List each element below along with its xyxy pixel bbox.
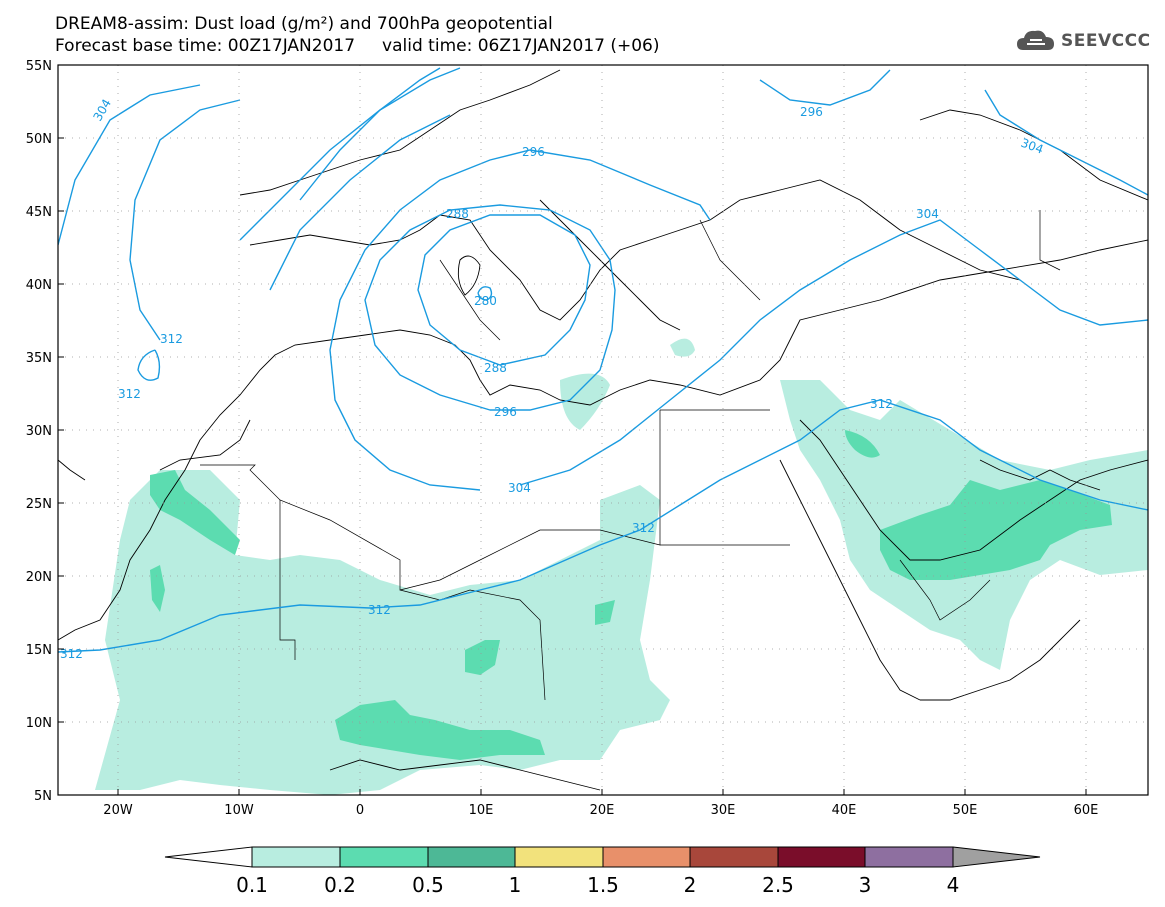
contour-label-312-centre: 312 xyxy=(632,521,655,535)
contour-label-304-east: 304 xyxy=(916,207,939,221)
colorbar-label-4: 4 xyxy=(947,873,960,897)
contour-label-312-sahel: 312 xyxy=(368,603,391,617)
contour-label-312-east: 312 xyxy=(870,397,893,411)
colorbar-swatch-1 xyxy=(514,846,604,868)
seevccc-logo: SEEVCCC xyxy=(1015,26,1150,56)
colorbar-swatch-2 xyxy=(689,846,779,868)
lat-label-40n: 40N xyxy=(26,278,52,293)
colorbar-swatch-1-5 xyxy=(602,846,691,868)
colorbar-label-0-5: 0.5 xyxy=(412,873,444,897)
lon-label-40e: 40E xyxy=(832,803,857,818)
dust-core-mauritania xyxy=(150,470,240,555)
lat-label-15n: 15N xyxy=(26,643,52,658)
geopotential-contours xyxy=(58,67,1148,653)
map-subtitle: Forecast base time: 00Z17JAN2017 valid t… xyxy=(55,36,660,56)
cloud-logo-icon xyxy=(1017,30,1054,50)
colorbar-label-3: 3 xyxy=(859,873,872,897)
colorbar-swatch-0-5 xyxy=(427,846,516,868)
dust-core-chad xyxy=(465,640,500,675)
dust-area-west-africa xyxy=(95,470,670,795)
lon-label-60e: 60E xyxy=(1074,803,1099,818)
colorbar xyxy=(164,846,1041,868)
lat-label-45n: 45N xyxy=(26,205,52,220)
lat-label-25n: 25N xyxy=(26,497,52,512)
dust-core-sudan xyxy=(595,600,615,625)
lon-label-0: 0 xyxy=(356,803,364,818)
lon-label-10e: 10E xyxy=(469,803,494,818)
map-plot-area: 304 296 304 296 288 304 280 312 312 288 … xyxy=(58,65,1148,795)
map-title: DREAM8-assim: Dust load (g/m²) and 700hP… xyxy=(55,14,553,34)
lat-label-5n: 5N xyxy=(34,789,52,804)
contour-label-280: 280 xyxy=(474,294,497,308)
contour-label-288-south: 288 xyxy=(484,361,507,375)
colorbar-over-triangle xyxy=(952,846,1041,868)
colorbar-labels: 0.1 0.2 0.5 1 1.5 2 2.5 3 4 xyxy=(236,873,959,897)
dust-area-crete xyxy=(670,338,695,357)
lat-label-30n: 30N xyxy=(26,424,52,439)
colorbar-swatch-0-2 xyxy=(339,846,429,868)
dust-core-sahel xyxy=(335,700,545,760)
colorbar-swatch-2-5 xyxy=(777,846,866,868)
logo-text: SEEVCCC xyxy=(1061,31,1151,51)
lat-label-10n: 10N xyxy=(26,716,52,731)
colorbar-label-1: 1 xyxy=(509,873,522,897)
contour-label-296-south: 296 xyxy=(494,405,517,419)
longitude-labels: 20W 10W 0 10E 20E 30E 40E 50E 60E xyxy=(103,803,1098,818)
graticule xyxy=(58,65,1148,795)
latitude-labels: 55N 50N 45N 40N 35N 30N 25N 20N 15N 10N … xyxy=(26,59,52,804)
colorbar-swatch-0-1 xyxy=(251,846,341,868)
contour-label-312-west: 312 xyxy=(160,332,183,346)
lat-label-50n: 50N xyxy=(26,132,52,147)
lon-label-20w: 20W xyxy=(103,803,133,818)
colorbar-label-0-2: 0.2 xyxy=(324,873,356,897)
dust-core-arabia xyxy=(880,480,1112,580)
lat-label-20n: 20N xyxy=(26,570,52,585)
coastlines xyxy=(58,69,1148,791)
axis-ticks xyxy=(58,64,1087,796)
country-borders xyxy=(200,210,1061,701)
lon-label-50e: 50E xyxy=(953,803,978,818)
lon-label-10w: 10W xyxy=(224,803,254,818)
colorbar-label-2: 2 xyxy=(684,873,697,897)
dust-field xyxy=(95,338,1148,795)
dust-core-nile xyxy=(845,430,880,458)
contour-label-312-small: 312 xyxy=(118,387,141,401)
lat-label-35n: 35N xyxy=(26,351,52,366)
lat-label-55n: 55N xyxy=(26,59,52,74)
lon-label-20e: 20E xyxy=(590,803,615,818)
contour-label-312-far-west: 312 xyxy=(60,647,83,661)
dust-area-libya xyxy=(560,373,610,430)
contour-label-296-centre: 296 xyxy=(522,145,545,159)
colorbar-label-1-5: 1.5 xyxy=(587,873,619,897)
contour-label-288-north: 288 xyxy=(446,207,469,221)
dust-core-senegal xyxy=(150,565,165,612)
colorbar-under-triangle xyxy=(164,846,253,868)
colorbar-label-0-1: 0.1 xyxy=(236,873,268,897)
contour-label-304-south: 304 xyxy=(508,481,531,495)
colorbar-swatch-3 xyxy=(864,846,954,868)
lon-label-30e: 30E xyxy=(711,803,736,818)
colorbar-label-2-5: 2.5 xyxy=(762,873,794,897)
contour-label-296-ne: 296 xyxy=(800,105,823,119)
